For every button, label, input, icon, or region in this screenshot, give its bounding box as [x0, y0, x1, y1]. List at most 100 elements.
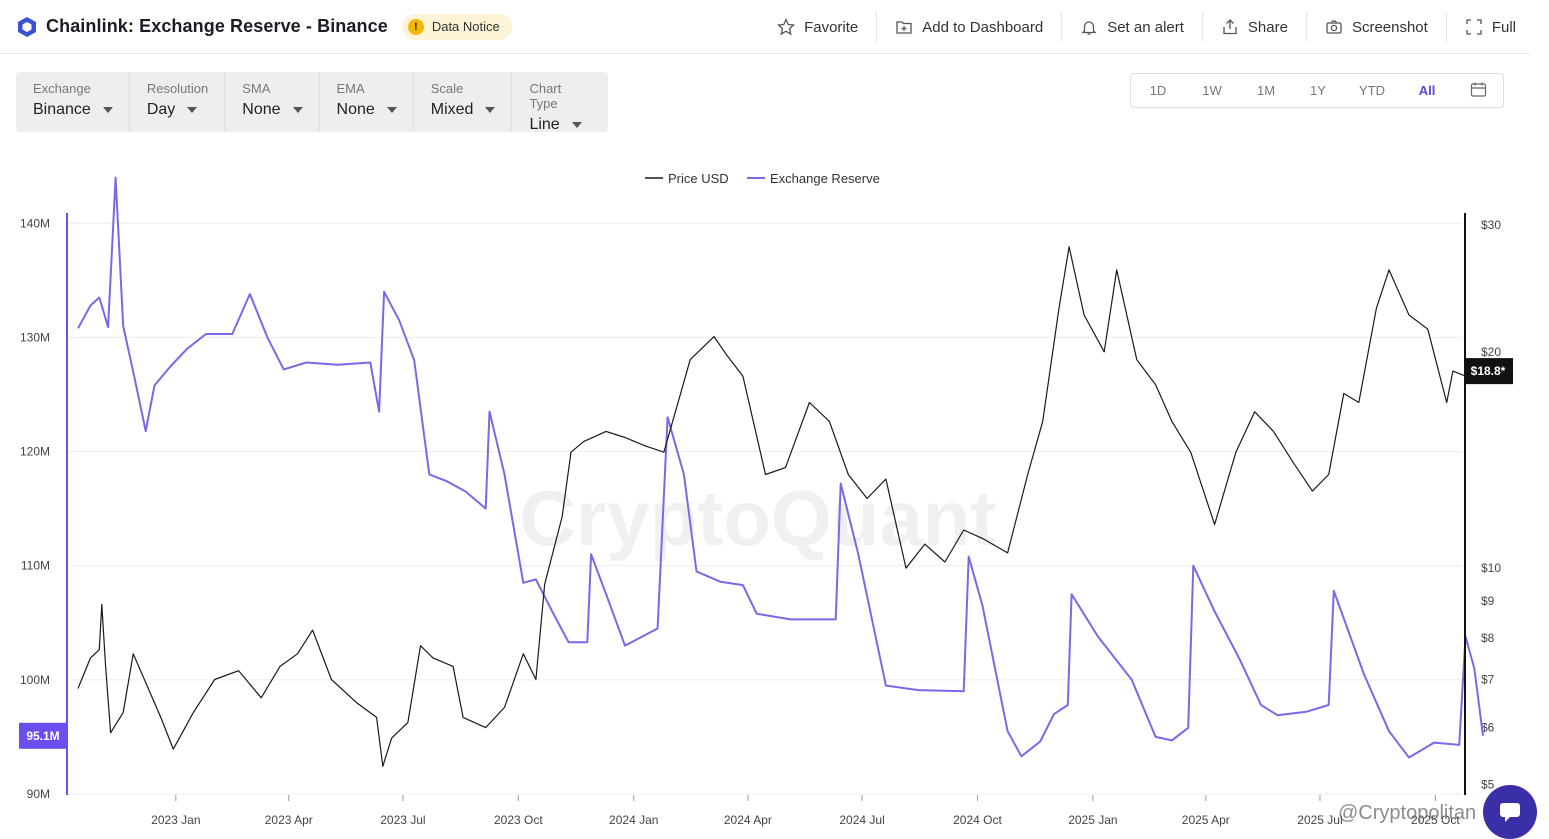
left-axis-tick-label: 90M: [27, 787, 50, 801]
calendar-icon: [1470, 82, 1486, 97]
cryptopolitan-watermark: @Cryptopolitan: [1338, 802, 1477, 824]
x-axis-tick-label: 2024 Oct: [953, 813, 1002, 827]
resolution-select-label: Resolution: [146, 81, 209, 96]
title-group: Chainlink: Exchange Reserve - Binance ! …: [16, 13, 512, 40]
add-dashboard-icon: [896, 21, 912, 34]
fullscreen-label: Full: [1491, 18, 1516, 36]
current-price-badge: $18.8*: [1465, 358, 1513, 385]
exchange-select[interactable]: Exchange Binance: [16, 72, 130, 132]
range-1y-button[interactable]: 1Y: [1310, 83, 1326, 98]
left-axis-tick-label: 110M: [21, 559, 50, 573]
help-chat-button[interactable]: [1483, 785, 1537, 839]
chat-icon: [1500, 803, 1520, 822]
chart-type-select-label: Chart Type: [529, 81, 562, 111]
resolution-select-value: Day: [146, 101, 176, 118]
exchange-select-value: Binance: [33, 101, 91, 118]
set-alert-label: Set an alert: [1107, 18, 1184, 36]
range-1w-button[interactable]: 1W: [1202, 83, 1222, 98]
left-axis-tick-label: 140M: [20, 216, 50, 230]
range-ytd-button[interactable]: YTD: [1359, 83, 1385, 98]
gridlines: [68, 222, 1462, 795]
x-axis-tick-label: 2023 Oct: [494, 813, 543, 827]
x-axis-tick-label: 2025 Oct: [1411, 813, 1460, 827]
left-axis-tick-label: 100M: [20, 673, 50, 687]
right-axis-tick-label: $7: [1481, 672, 1495, 686]
screenshot-label: Screenshot: [1351, 18, 1428, 36]
ema-select-label: EMA: [336, 81, 365, 96]
right-axis-tick-label: $20: [1481, 345, 1501, 359]
data-notice-badge[interactable]: ! Data Notice: [401, 13, 512, 40]
chevron-down-icon: [386, 107, 397, 113]
chart-type-select[interactable]: Chart Type Line: [512, 72, 608, 133]
share-button[interactable]: Share: [1203, 12, 1307, 42]
header-bar: Chainlink: Exchange Reserve - Binance ! …: [0, 0, 1530, 54]
sma-select[interactable]: SMA None: [225, 72, 320, 132]
range-all-button[interactable]: All: [1418, 83, 1436, 98]
cryptoquant-watermark: CryptoQuant: [520, 474, 997, 562]
chevron-down-icon: [485, 107, 496, 113]
add-to-dashboard-button[interactable]: Add to Dashboard: [877, 12, 1063, 42]
header-actions: Favorite Add to Dashboard Set an alert S…: [759, 0, 1530, 54]
x-axis-tick-label: 2023 Jan: [151, 813, 200, 827]
right-axis-tick-label: $6: [1481, 721, 1495, 735]
sma-select-label: SMA: [242, 81, 271, 96]
x-axis-tick-label: 2025 Jan: [1068, 813, 1117, 827]
current-price-badge-bg: [1465, 358, 1513, 385]
right-axis-tick-label: $30: [1481, 218, 1501, 232]
screenshot-button[interactable]: Screenshot: [1307, 12, 1447, 42]
range-1d-button[interactable]: 1D: [1149, 83, 1167, 98]
scale-select-label: Scale: [430, 81, 464, 96]
current-reserve-badge: 95.1M: [19, 722, 67, 749]
exchange-select-label: Exchange: [33, 81, 91, 96]
favorite-button[interactable]: Favorite: [759, 12, 878, 42]
x-axis-tick-label: 2024 Apr: [724, 813, 772, 827]
current-reserve-value: 95.1M: [26, 729, 59, 743]
resolution-select[interactable]: Resolution Day: [130, 72, 226, 132]
chainlink-logo-icon: [18, 16, 36, 37]
left-axis-ticks: 140M 130M 120M 110M 100M 90M: [20, 216, 50, 801]
time-range-selector: 1D 1W 1M 1Y YTD All: [1130, 73, 1504, 108]
page-title: Chainlink: Exchange Reserve - Binance: [46, 16, 388, 36]
date-picker-button[interactable]: [1453, 81, 1503, 101]
x-axis-tick-label: 2025 Apr: [1182, 813, 1230, 827]
left-axis-tick-label: 130M: [20, 330, 50, 344]
right-axis-tick-label: $10: [1481, 561, 1501, 575]
x-axis-ticks: 2023 Jan 2023 Apr 2023 Jul 2023 Oct 2024 Jan…: [151, 795, 1460, 827]
star-icon: [777, 18, 796, 36]
x-axis-tick-label: 2025 Jul: [1297, 813, 1342, 827]
right-axis-tick-label: $5: [1481, 777, 1495, 791]
range-1m-button[interactable]: 1M: [1256, 83, 1276, 98]
sma-select-value: None: [242, 101, 281, 118]
x-axis-tick-label: 2023 Jul: [380, 813, 425, 827]
price-usd-series-line: [77, 246, 1484, 767]
fullscreen-icon: [1466, 19, 1482, 35]
fullscreen-button[interactable]: Full: [1447, 12, 1530, 42]
camera-icon: [1326, 20, 1342, 34]
chevron-down-icon: [571, 122, 582, 128]
ema-select-value: None: [336, 101, 375, 118]
legend-price-label: Price USD: [668, 171, 729, 186]
chart-type-select-value: Line: [529, 116, 560, 133]
warning-icon: !: [407, 18, 424, 35]
current-reserve-badge-bg: [19, 722, 67, 749]
data-notice-label: Data Notice: [431, 19, 500, 34]
x-axis-tick-label: 2024 Jan: [609, 813, 658, 827]
legend-reserve-label: Exchange Reserve: [770, 171, 880, 186]
legend: Price USD Exchange Reserve: [645, 171, 880, 186]
scale-select[interactable]: Scale Mixed: [414, 72, 513, 132]
bell-icon: [1081, 21, 1097, 35]
share-icon: [1223, 19, 1237, 35]
chevron-down-icon: [102, 107, 113, 113]
ema-select[interactable]: EMA None: [320, 72, 414, 132]
right-axis-ticks: $30 $20 $10 $9 $8 $7 $6 $5: [1481, 218, 1501, 791]
set-alert-button[interactable]: Set an alert: [1062, 12, 1203, 42]
x-axis-tick-label: 2023 Apr: [265, 813, 313, 827]
favorite-label: Favorite: [804, 18, 859, 36]
share-label: Share: [1247, 18, 1288, 36]
x-axis-tick-label: 2024 Jul: [839, 813, 884, 827]
exchange-reserve-series-line: [77, 176, 1484, 759]
right-axis-tick-label: $9: [1481, 594, 1495, 608]
scale-select-value: Mixed: [430, 101, 474, 118]
right-axis-tick-label: $8: [1481, 631, 1495, 645]
